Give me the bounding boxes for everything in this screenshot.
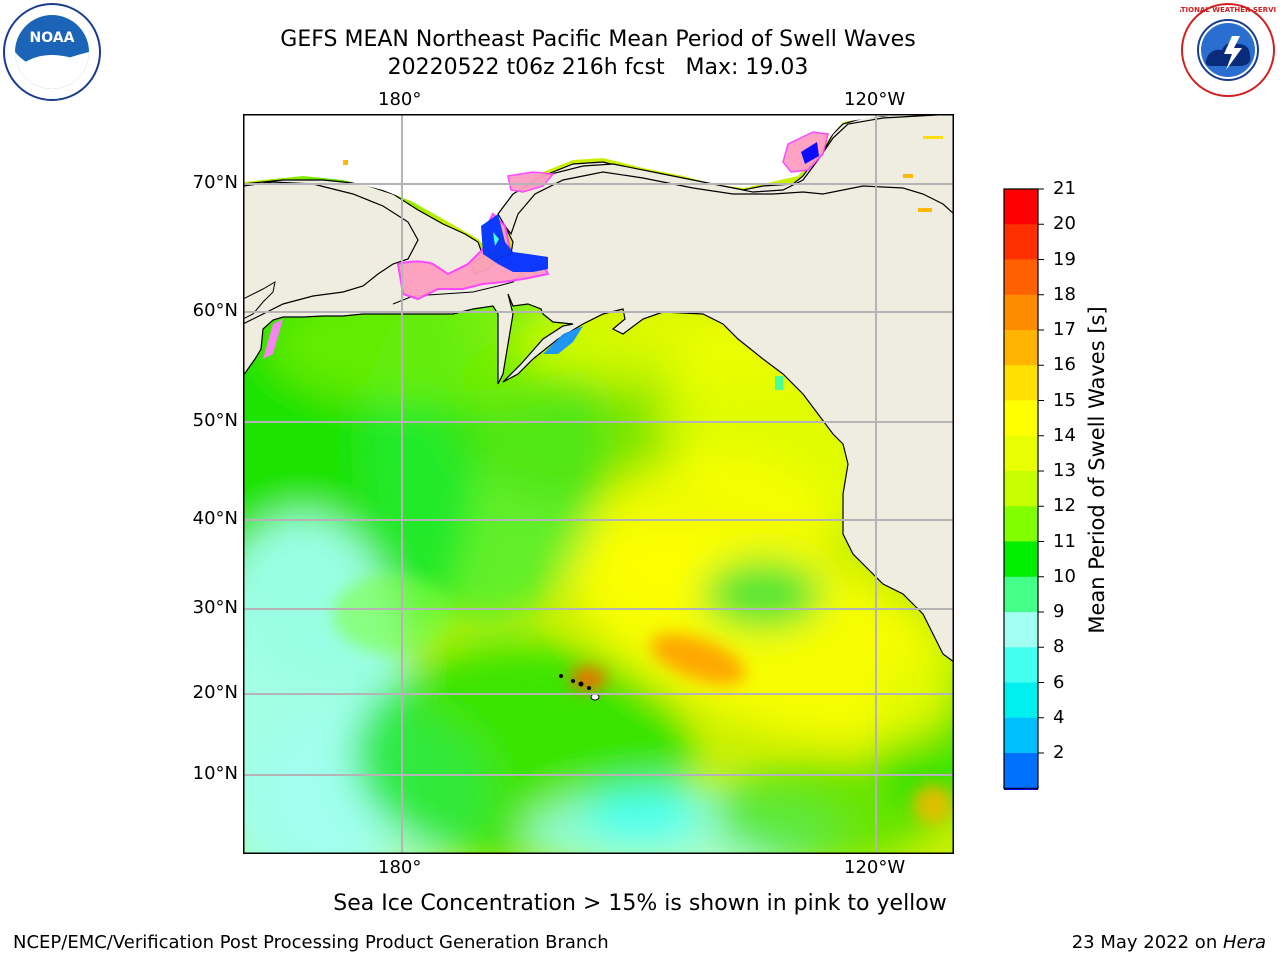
lat-label-40n: 40°N: [192, 508, 238, 529]
colorbar-tick-label: 21: [1053, 178, 1076, 199]
colorbar-label: Mean Period of Swell Waves [s]: [1085, 306, 1109, 634]
colorbar: [1003, 188, 1044, 790]
sea-ice: [263, 131, 943, 390]
colorbar-tick-label: 20: [1053, 213, 1076, 235]
colorbar-segment: [1004, 189, 1038, 225]
colorbar-segment: [1004, 506, 1038, 542]
lon-label-top-180: 180°: [378, 89, 422, 110]
lat-label-70n: 70°N: [192, 172, 238, 193]
chart-title: GEFS MEAN Northeast Pacific Mean Period …: [280, 27, 916, 52]
lon-label-top-120w: 120°W: [844, 89, 906, 110]
lon-label-bottom-180: 180°: [378, 857, 422, 878]
colorbar-tick-label: 13: [1053, 460, 1076, 481]
footer-host: Hera: [1222, 932, 1266, 953]
colorbar-tick-label: 15: [1053, 389, 1076, 411]
colorbar-tick-label: 6: [1053, 671, 1065, 693]
colorbar-tick-label: 14: [1053, 424, 1076, 446]
land-kamchatka: [243, 281, 276, 320]
sea-ice-note: Sea Ice Concentration > 15% is shown in …: [0, 891, 1280, 916]
colorbar-segment: [1004, 541, 1038, 578]
colorbar-tick-label: 19: [1053, 248, 1076, 270]
graticule: [243, 114, 954, 854]
colorbar-segment: [1004, 224, 1038, 260]
lat-label-20n: 20°N: [192, 682, 238, 703]
lat-label-10n: 10°N: [192, 763, 238, 784]
colorbar-tick-label: 12: [1053, 495, 1076, 517]
colorbar-segment: [1004, 435, 1038, 472]
lon-label-bottom-120w: 120°W: [844, 857, 906, 878]
colorbar-segment: [1004, 365, 1038, 401]
noaa-logo: NOAA: [3, 3, 101, 101]
noaa-logo-text: NOAA: [30, 30, 75, 46]
colorbar-segment: [1004, 612, 1038, 648]
lat-label-30n: 30°N: [192, 597, 238, 618]
colorbar-tick-label: 16: [1053, 354, 1076, 376]
lat-label-50n: 50°N: [192, 410, 238, 431]
colorbar-tick-label: 11: [1053, 530, 1076, 552]
land-siberia: [243, 181, 419, 325]
colorbar-segment: [1004, 717, 1038, 754]
footer-date-text: 23 May 2022 on: [1071, 932, 1223, 953]
colorbar-segment: [1004, 576, 1038, 613]
colorbar-tick-label: 2: [1053, 742, 1065, 763]
lat-label-60n: 60°N: [192, 300, 238, 321]
colorbar-segment: [1004, 259, 1038, 296]
footer-date: 23 May 2022 on Hera: [1072, 932, 1266, 953]
colorbar-segment: [1004, 647, 1038, 683]
sea-ice-note-text: Sea Ice Concentration > 15% is shown in …: [333, 891, 947, 916]
map-panel: [243, 114, 954, 854]
nws-logo: NATIONAL WEATHER SERVICE: [1180, 3, 1276, 97]
hawaii-islands: [559, 674, 600, 701]
colorbar-tick-label: 4: [1053, 706, 1065, 728]
colorbar-segment: [1004, 294, 1038, 331]
colorbar-tick-label: 9: [1053, 601, 1065, 622]
nws-logo-text: NATIONAL WEATHER SERVICE: [1180, 6, 1276, 14]
chart-subtitle: 20220522 t06z 216h fcst Max: 19.03: [387, 55, 809, 80]
colorbar-segment: [1004, 682, 1038, 719]
colorbar-tick-label: 8: [1053, 636, 1065, 658]
footer-producer: NCEP/EMC/Verification Post Processing Pr…: [13, 932, 609, 953]
colorbar-tick-label: 17: [1053, 319, 1076, 340]
colorbar-tick-label: 18: [1053, 283, 1076, 305]
colorbar-segment: [1004, 753, 1038, 789]
arctic-blank: [243, 114, 954, 254]
colorbar-tick-label: 10: [1053, 565, 1076, 587]
colorbar-segment: [1004, 330, 1038, 366]
colorbar-segment: [1004, 471, 1038, 507]
colorbar-under-triangle: [1003, 787, 1039, 790]
colorbar-segment: [1004, 400, 1038, 437]
